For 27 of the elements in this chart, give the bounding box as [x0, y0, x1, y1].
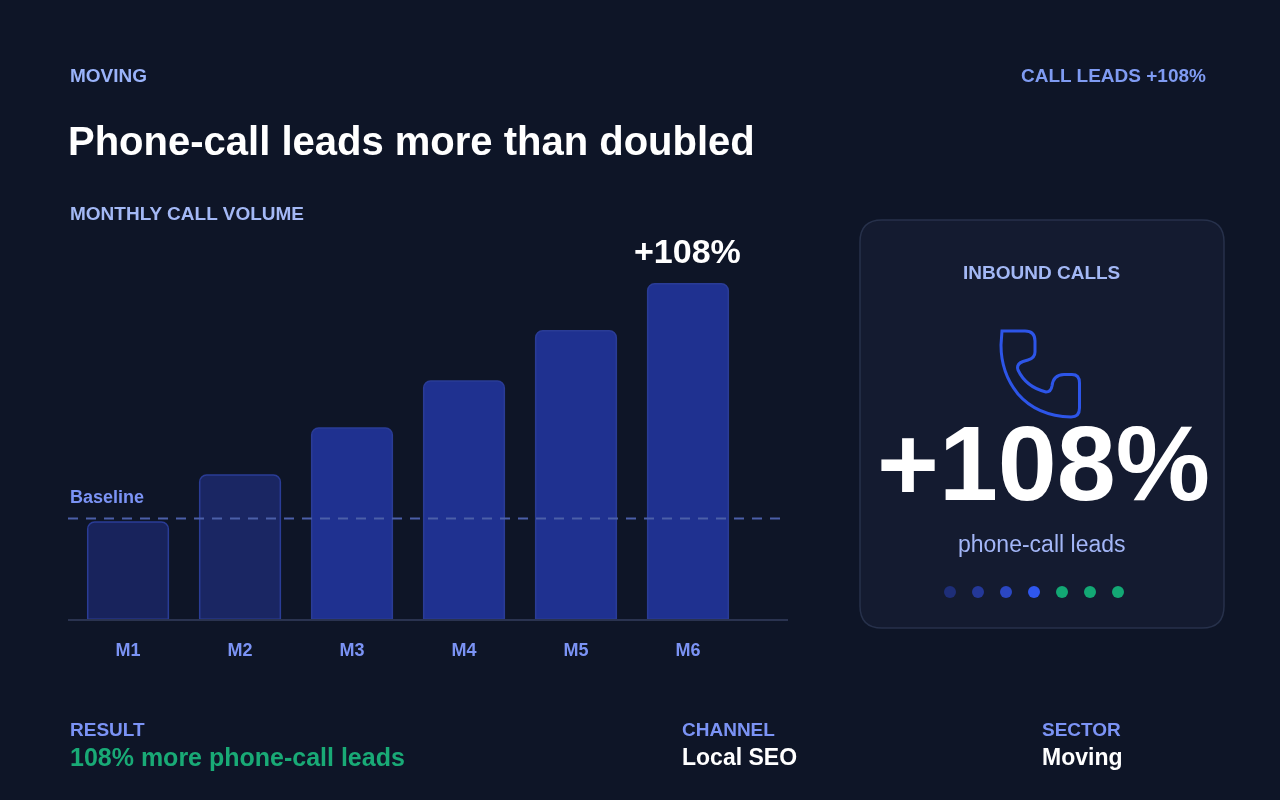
- text: +108%: [877, 404, 1211, 522]
- text: Local SEO: [682, 744, 798, 770]
- text: CALL LEADS +108%: [1021, 65, 1207, 86]
- x-tick-label: M2: [227, 639, 253, 660]
- text: Moving: [1042, 744, 1123, 770]
- text: MOVING: [70, 65, 148, 86]
- text: CHANNEL: [682, 719, 776, 740]
- text: 108% more phone-call leads: [70, 743, 405, 771]
- ref-line-label: Baseline: [70, 487, 145, 507]
- bar: [198, 474, 282, 620]
- bar: [646, 282, 730, 620]
- x-tick-label: M1: [115, 639, 141, 660]
- bar: [86, 521, 170, 620]
- x-tick-label: M6: [675, 639, 701, 660]
- annotation: +108%: [634, 232, 741, 270]
- x-tick-label: M3: [339, 639, 365, 660]
- bar: [310, 427, 394, 620]
- text: phone-call leads: [958, 531, 1126, 557]
- chart-subtitle: MONTHLY CALL VOLUME: [70, 203, 304, 224]
- text: SECTOR: [1042, 719, 1122, 740]
- text: RESULT: [70, 719, 145, 740]
- x-tick-label: M4: [451, 639, 477, 660]
- text: INBOUND CALLS: [963, 262, 1121, 283]
- bar: [534, 329, 618, 620]
- bar: [422, 380, 506, 620]
- chart-title: Phone-call leads more than doubled: [68, 119, 755, 163]
- x-tick-label: M5: [563, 639, 589, 660]
